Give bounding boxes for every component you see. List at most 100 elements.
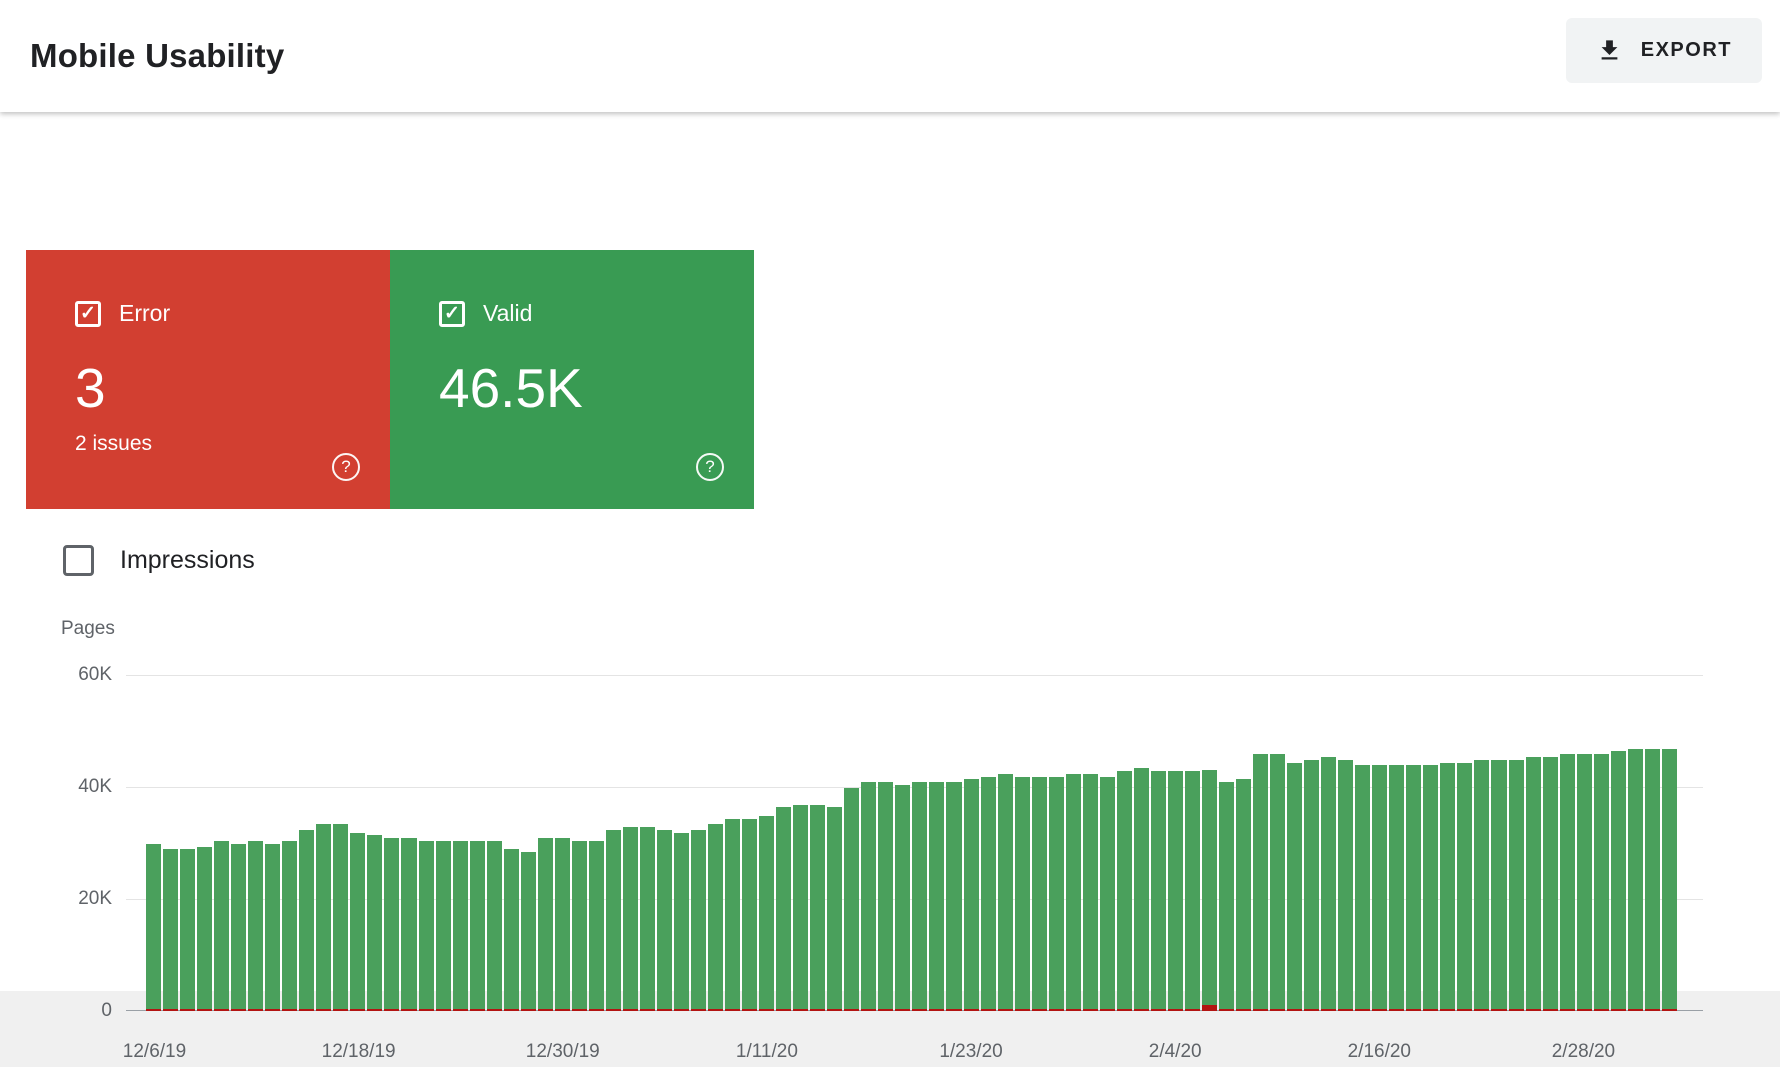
chart-bar[interactable] [248,841,264,1011]
chart-bar[interactable] [401,838,417,1011]
chart-bar[interactable] [622,827,638,1011]
chart-bar[interactable] [963,779,979,1011]
chart-bar[interactable] [418,841,434,1011]
help-icon[interactable]: ? [332,453,360,481]
chart-bar[interactable] [912,782,928,1011]
chart-bar[interactable] [1167,771,1183,1011]
chart-bar[interactable] [1661,748,1677,1011]
chart-bar[interactable] [997,773,1013,1011]
chart-bar[interactable] [1474,759,1490,1011]
chart-bar[interactable] [673,832,689,1011]
chart-bar[interactable] [1389,765,1405,1011]
chart-bar[interactable] [946,782,962,1011]
chart-bar[interactable] [384,838,400,1011]
chart-bar[interactable] [503,849,519,1011]
chart-bar[interactable] [844,787,860,1011]
chart-bar[interactable] [197,846,213,1011]
chart-bar[interactable] [1525,757,1541,1011]
chart-bar[interactable] [1644,748,1660,1011]
y-tick-label: 0 [101,1000,112,1021]
chart-bar[interactable] [742,818,758,1011]
chart-bar[interactable] [146,843,162,1011]
chart-bar[interactable] [1253,754,1269,1011]
export-button[interactable]: EXPORT [1565,18,1762,83]
chart-bar[interactable] [1559,754,1575,1011]
chart-bar[interactable] [1576,754,1592,1011]
chart-bar[interactable] [1116,771,1132,1011]
chart-bar[interactable] [639,827,655,1011]
chart-bar[interactable] [810,804,826,1011]
chart-bar[interactable] [1406,765,1422,1011]
chart-bar[interactable] [537,838,553,1011]
chart-bar[interactable] [878,782,894,1011]
chart-bar[interactable] [350,832,366,1011]
chart-bar[interactable] [367,835,383,1011]
chart-bar[interactable] [1593,754,1609,1011]
chart-bar[interactable] [1508,759,1524,1011]
chart-bar[interactable] [231,843,247,1011]
chart-bar[interactable] [793,804,809,1011]
chart-bar[interactable] [282,841,298,1011]
chart-bar[interactable] [571,841,587,1011]
chart-bar[interactable] [588,841,604,1011]
chart-bar[interactable] [708,824,724,1011]
chart-bar[interactable] [1440,762,1456,1011]
valid-card[interactable]: ✓ Valid 46.5K ? [390,250,754,509]
chart-bar[interactable] [265,843,281,1011]
chart-bar[interactable] [333,824,349,1011]
chart-bar[interactable] [656,829,672,1011]
chart-bar[interactable] [1610,751,1626,1011]
chart-bar[interactable] [1423,765,1439,1011]
chart-bar[interactable] [725,818,741,1011]
chart-bar[interactable] [1355,765,1371,1011]
valid-card-header: ✓ Valid [439,300,532,327]
chart-bar[interactable] [895,785,911,1011]
chart-bar[interactable] [691,829,707,1011]
chart-bar[interactable] [469,841,485,1011]
download-icon [1596,37,1623,64]
chart-bar[interactable] [554,838,570,1011]
chart-bar[interactable] [605,829,621,1011]
chart-bar[interactable] [1372,765,1388,1011]
chart-bar[interactable] [435,841,451,1011]
chart-bar[interactable] [1338,759,1354,1011]
chart-bar[interactable] [520,852,536,1011]
chart-bar[interactable] [1184,770,1200,1011]
chart-bar[interactable] [299,829,315,1011]
chart-bar[interactable] [452,841,468,1011]
chart-bar[interactable] [1150,771,1166,1011]
error-card[interactable]: ✓ Error 3 2 issues ? [26,250,390,509]
chart-bar[interactable] [1542,757,1558,1011]
checked-checkbox-icon: ✓ [439,300,465,327]
chart-bar[interactable] [776,807,792,1011]
chart-bar[interactable] [316,824,332,1011]
chart-bar[interactable] [1133,768,1149,1011]
chart-bar[interactable] [1031,776,1047,1011]
chart-bar[interactable] [1457,762,1473,1011]
chart-bar[interactable] [1304,759,1320,1011]
chart-bar[interactable] [1287,762,1303,1011]
chart-bar[interactable] [1048,776,1064,1011]
chart-bar[interactable] [1082,773,1098,1011]
chart-bar[interactable] [980,776,996,1011]
chart-bar[interactable] [1099,776,1115,1011]
chart-bar[interactable] [1065,773,1081,1011]
chart-bar[interactable] [180,849,196,1011]
chart-bar[interactable] [1627,748,1643,1011]
chart-bar[interactable] [163,849,179,1011]
chart-bar[interactable] [759,815,775,1011]
chart-bar[interactable] [1201,770,1217,1011]
impressions-toggle[interactable]: Impressions [63,545,255,576]
chart-bar[interactable] [1014,776,1030,1011]
chart-bar[interactable] [214,841,230,1011]
chart-bar[interactable] [1491,759,1507,1011]
chart-bar[interactable] [1270,754,1286,1011]
chart-bar[interactable] [486,841,502,1011]
chart-bar[interactable] [929,782,945,1011]
chart-bar[interactable] [1236,779,1252,1011]
chart-bar[interactable] [827,807,843,1011]
help-icon[interactable]: ? [696,453,724,481]
chart-bar[interactable] [1321,757,1337,1011]
chart-bar[interactable] [1218,782,1234,1011]
chart-bar[interactable] [861,782,877,1011]
